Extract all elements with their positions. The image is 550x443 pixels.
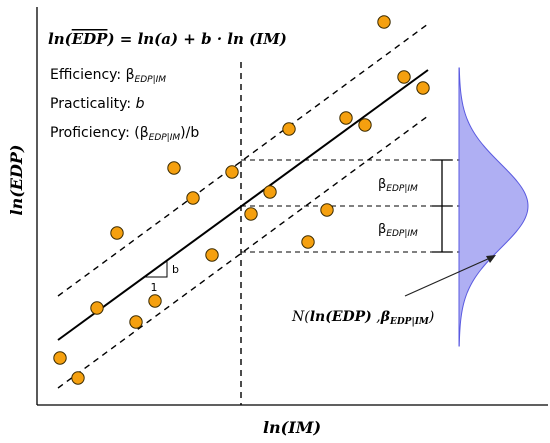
edp-hat: EDP bbox=[71, 30, 108, 48]
data-point bbox=[225, 165, 239, 179]
data-point bbox=[377, 15, 391, 29]
efficiency-line: Efficiency: βEDP|IM bbox=[50, 67, 166, 85]
data-point bbox=[244, 207, 258, 221]
data-point bbox=[282, 122, 296, 136]
slope-run-label: 1 bbox=[151, 281, 158, 294]
data-point bbox=[71, 371, 85, 385]
data-point bbox=[53, 351, 67, 365]
slope-rise-label: b bbox=[172, 263, 179, 276]
y-axis-label: ln(EDP) bbox=[7, 145, 26, 216]
data-point bbox=[301, 235, 315, 249]
data-point bbox=[148, 294, 162, 308]
median-regression-line bbox=[57, 69, 429, 341]
normal-distribution-curve bbox=[458, 67, 529, 347]
data-point bbox=[110, 226, 124, 240]
x-axis-label: ln(IM) bbox=[263, 418, 321, 437]
upper-dispersion-label: βEDP|IM bbox=[378, 177, 418, 194]
data-point bbox=[205, 248, 219, 262]
title-equation: ln(EDP) = ln(a) + b · ln (IM) bbox=[48, 30, 287, 48]
slope-triangle bbox=[143, 260, 168, 278]
data-point bbox=[263, 185, 277, 199]
data-point bbox=[186, 191, 200, 205]
data-point bbox=[397, 70, 411, 84]
data-point bbox=[358, 118, 372, 132]
practicality-line: Practicality: b bbox=[50, 96, 145, 112]
data-point bbox=[320, 203, 334, 217]
data-point bbox=[90, 301, 104, 315]
distribution-label: N(ln(EDP) ,βEDP|IM) bbox=[291, 309, 434, 327]
data-point bbox=[167, 161, 181, 175]
proficiency-line: Proficiency: (βEDP|IM)/b bbox=[50, 125, 199, 143]
data-point bbox=[339, 111, 353, 125]
arrowhead-icon bbox=[486, 255, 496, 263]
lower-dispersion-label: βEDP|IM bbox=[378, 222, 418, 239]
distribution-arrow bbox=[404, 257, 491, 297]
data-point bbox=[129, 315, 143, 329]
data-point bbox=[416, 81, 430, 95]
data-points bbox=[53, 15, 430, 385]
